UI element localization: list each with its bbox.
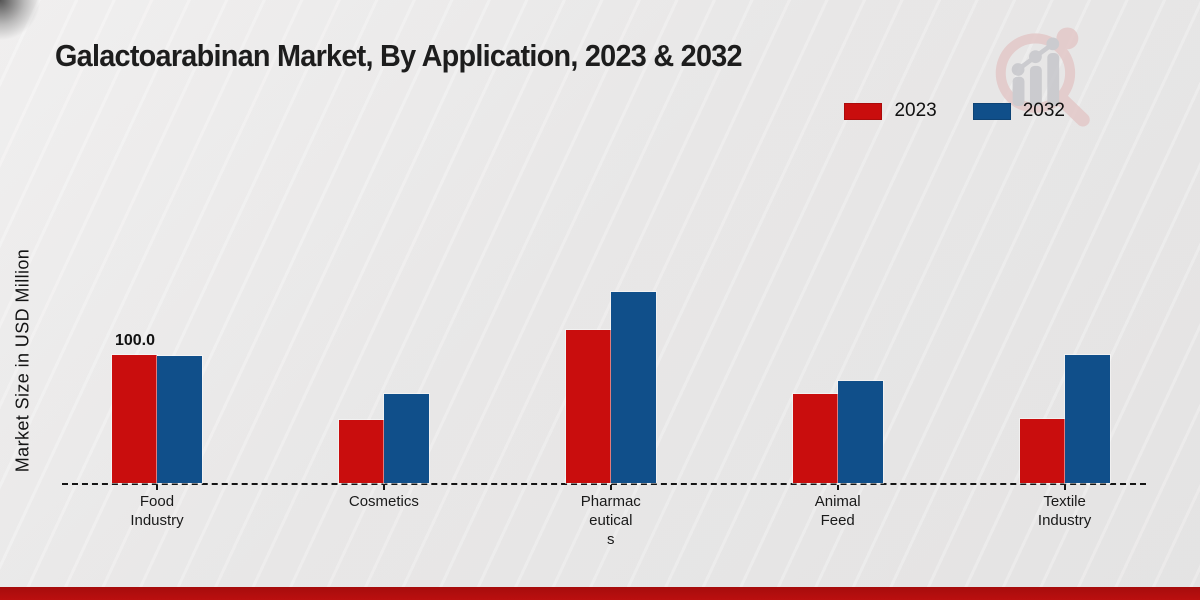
bar-value-label-food-industry: 100.0 [114,331,156,349]
x-axis-tick-textile-industry [1063,485,1066,490]
legend-label: 2032 [1022,100,1065,121]
legend-swatch-2023 [844,102,883,120]
x-axis-tick-pharmaceuticals [609,485,612,490]
x-axis-label-animal-feed: Animal Feed [814,493,861,529]
bar-2023-textile-industry [1019,418,1065,483]
chart-title: Galactoarabinan Market, By Application, … [55,38,743,73]
x-axis-tick-cosmetics [382,485,385,490]
x-axis-label-cosmetics: Cosmetics [348,493,419,510]
x-axis-tick-food-industry [156,485,158,490]
legend-swatch-2032 [972,102,1011,120]
bar-2032-cosmetics [383,394,429,483]
magnifier-bar-chart-logo-icon [985,22,1095,127]
bar-2023-cosmetics [338,420,384,483]
bottom-red-band [0,587,1200,600]
bar-2023-food-industry [112,354,157,483]
legend-item-2023: 2023 [844,100,937,122]
x-axis-baseline [62,483,1146,485]
x-axis-tick-animal-feed [836,485,839,490]
bar-2032-pharmaceuticals [610,291,656,483]
bar-2032-food-industry [157,355,202,483]
bar-2023-animal-feed [792,394,838,483]
legend-item-2032: 2032 [972,100,1065,122]
bar-2023-pharmaceuticals [565,330,611,483]
bar-2032-animal-feed [837,381,883,483]
bar-2032-textile-industry [1064,354,1110,483]
x-axis-label-food-industry: Food Industry [130,493,184,529]
x-axis-label-textile-industry: Textile Industry [1037,493,1092,529]
legend: 2023 2032 [844,100,1065,122]
legend-label: 2023 [894,100,937,121]
x-axis-label-pharmaceuticals: Pharmac eutical s [580,493,641,548]
